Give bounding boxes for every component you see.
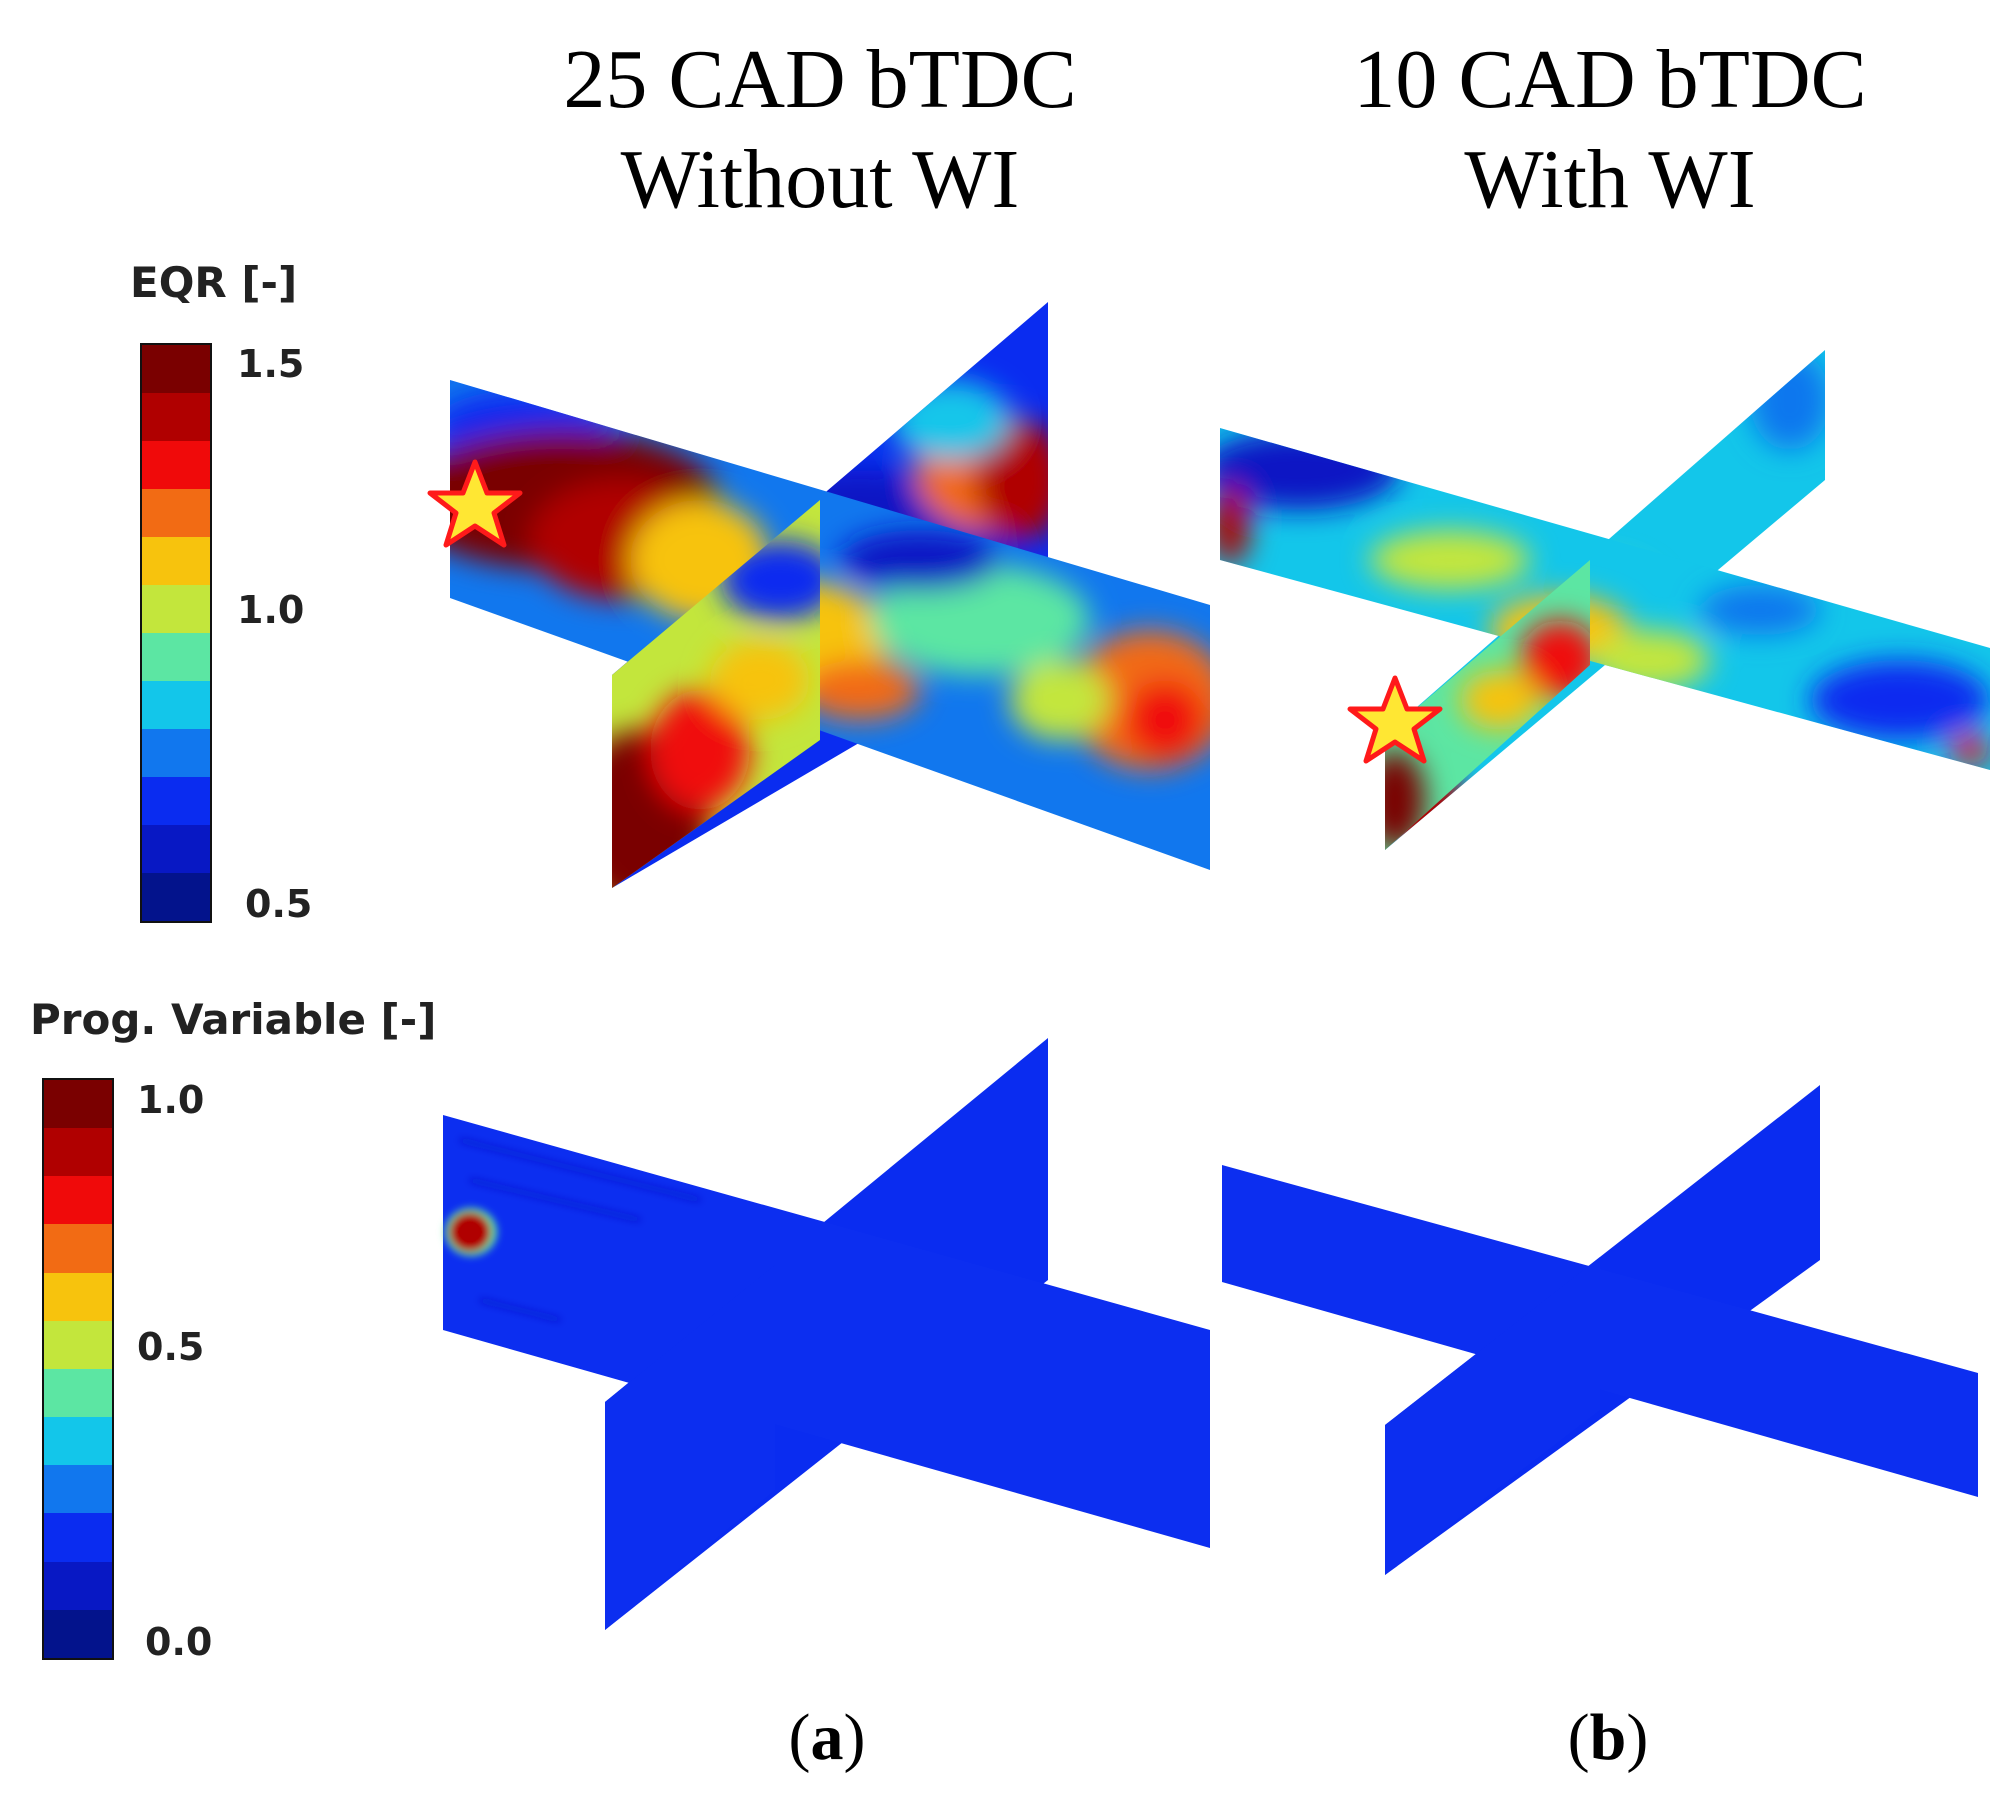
eqr-colorbar-swatch (142, 873, 210, 921)
column-title-a-line1: 25 CAD bTDC (563, 33, 1077, 126)
ignition-kernel-a (445, 1208, 497, 1256)
eqr-colorbar-swatch (142, 633, 210, 681)
column-title-b-line2: With WI (1464, 133, 1756, 226)
eqr-colorbar-swatch (142, 441, 210, 489)
eqr-colorbar (140, 343, 212, 923)
prog-tick-max: 1.0 (137, 1078, 205, 1122)
caption-a-letter: a (810, 1701, 844, 1774)
prog-colorbar-swatch (44, 1272, 112, 1321)
prog-slice-a-front-plane (605, 1265, 775, 1630)
caption-a-close: ) (843, 1701, 866, 1774)
eqr-tick-max: 1.5 (237, 342, 305, 386)
spark-location-star-icon (427, 459, 523, 548)
caption-a-open: ( (788, 1701, 811, 1774)
caption-a: (a) (727, 1700, 927, 1776)
caption-b-close: ) (1626, 1701, 1649, 1774)
eqr-colorbar-swatch (142, 777, 210, 825)
eqr-colorbar-swatch (142, 537, 210, 585)
prog-colorbar-swatch (44, 1224, 112, 1273)
prog-colorbar-swatch (44, 1128, 112, 1177)
eqr-slice-b-long-plane (1220, 428, 1990, 770)
eqr-colorbar-swatch (142, 393, 210, 441)
eqr-colorbar-swatch (142, 345, 210, 393)
column-title-b-line1: 10 CAD bTDC (1353, 33, 1867, 126)
eqr-colorbar-swatch (142, 489, 210, 537)
prog-tick-mid: 0.5 (137, 1325, 205, 1369)
prog-colorbar-swatch (44, 1080, 112, 1129)
eqr-colorbar-swatch (142, 681, 210, 729)
prog-slice-b-front-plane (1385, 1257, 1600, 1575)
column-title-b: 10 CAD bTDC With WI (1310, 30, 1910, 230)
prog-colorbar-swatch (44, 1368, 112, 1418)
prog-colorbar-swatch (44, 1320, 112, 1369)
prog-slice-b (1222, 1085, 1978, 1575)
prog-colorbar (42, 1078, 114, 1660)
caption-b-letter: b (1589, 1701, 1627, 1774)
column-title-a: 25 CAD bTDC Without WI (520, 30, 1120, 230)
prog-colorbar-swatch (44, 1176, 112, 1225)
prog-colorbar-swatch (44, 1513, 112, 1562)
eqr-slice-b (1220, 350, 1990, 850)
caption-b-open: ( (1567, 1701, 1590, 1774)
prog-slice-a-long-plane (443, 1115, 1210, 1548)
prog-colorbar-swatch (44, 1417, 112, 1466)
eqr-slice-a (450, 302, 1210, 888)
column-title-a-line2: Without WI (620, 133, 1020, 226)
prog-tick-min: 0.0 (145, 1620, 213, 1664)
eqr-tick-min: 0.5 (245, 882, 313, 926)
eqr-legend-title: EQR [-] (130, 258, 298, 307)
prog-colorbar-swatch (44, 1609, 112, 1658)
eqr-colorbar-swatch (142, 729, 210, 777)
prog-slice-a (443, 1038, 1210, 1630)
prog-legend-title: Prog. Variable [-] (30, 995, 437, 1044)
prog-colorbar-swatch (44, 1465, 112, 1514)
eqr-colorbar-swatch (142, 825, 210, 873)
eqr-colorbar-swatch (142, 585, 210, 633)
eqr-tick-mid: 1.0 (237, 588, 305, 632)
caption-b: (b) (1508, 1700, 1708, 1776)
spark-location-star-icon (1347, 675, 1443, 764)
prog-colorbar-swatch (44, 1561, 112, 1610)
